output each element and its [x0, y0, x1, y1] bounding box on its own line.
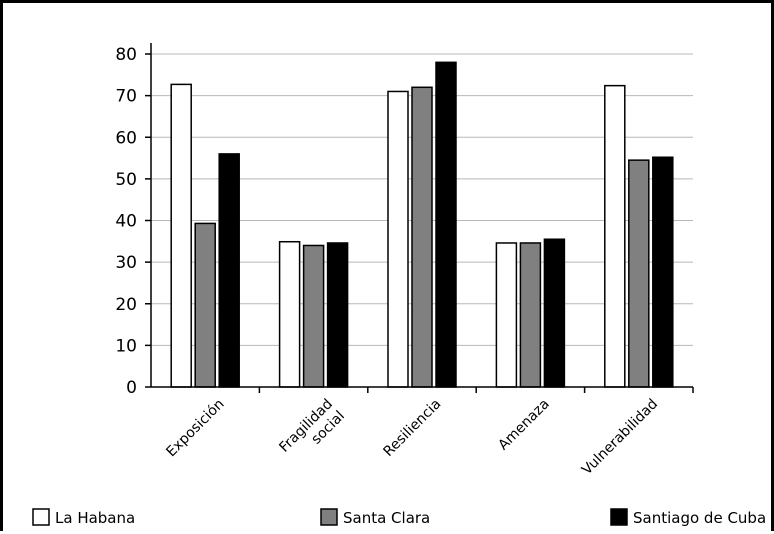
x-tick-label: Resiliencia: [380, 396, 444, 460]
bar-santiago-de-cuba: [435, 61, 457, 388]
y-tick-label: 40: [115, 212, 137, 232]
y-tick-label: 50: [115, 170, 137, 190]
y-tick-label: 80: [115, 45, 137, 65]
y-tick-label: 20: [115, 295, 137, 315]
x-tick-label: Vulnerabilidad: [579, 396, 661, 478]
x-tick-label-group: Vulnerabilidad: [579, 396, 661, 478]
legend-label: La Habana: [55, 509, 135, 527]
bar-la-habana: [604, 84, 626, 388]
y-tick-label: 30: [115, 253, 137, 273]
bar-santa-clara: [302, 244, 325, 388]
x-tick-label-group: Resiliencia: [380, 396, 444, 460]
x-tick-label-group: Amenaza: [495, 396, 552, 453]
bar-santa-clara: [519, 242, 542, 388]
legend-swatch: [320, 508, 338, 526]
legend-label: Santa Clara: [343, 509, 430, 527]
legend-swatch: [32, 508, 50, 526]
bars: [170, 61, 674, 388]
y-tick-label: 70: [115, 87, 137, 107]
x-tick-label-group: Exposición: [163, 396, 227, 460]
bar-la-habana: [278, 240, 301, 388]
bar-santa-clara: [628, 159, 650, 388]
y-tick-label: 60: [115, 128, 137, 148]
bar-santiago-de-cuba: [218, 153, 240, 388]
bar-santiago-de-cuba: [543, 238, 566, 388]
legend-swatch: [610, 508, 628, 526]
y-ticks: 0 10 20 30 40 50 60 70 80: [115, 45, 151, 398]
bar-la-habana: [495, 242, 518, 388]
y-tick-label: 0: [126, 378, 137, 398]
bar-santiago-de-cuba: [326, 242, 349, 388]
bar-santiago-de-cuba: [652, 156, 674, 388]
bar-la-habana: [387, 90, 409, 388]
bar-la-habana: [170, 83, 192, 388]
bar-chart: 0 10 20 30 40 50 60 70 80 Exposición Fragilidadso…: [32, 43, 766, 527]
x-tick-label: Exposición: [163, 396, 227, 460]
bar-santa-clara: [194, 222, 216, 388]
legend: La Habana Santa Clara Santiago de Cuba: [32, 508, 766, 527]
y-tick-label: 10: [115, 336, 137, 356]
axes: [150, 43, 693, 388]
x-tick-label: Amenaza: [495, 396, 552, 453]
legend-label: Santiago de Cuba: [633, 509, 766, 527]
bar-santa-clara: [411, 86, 433, 388]
